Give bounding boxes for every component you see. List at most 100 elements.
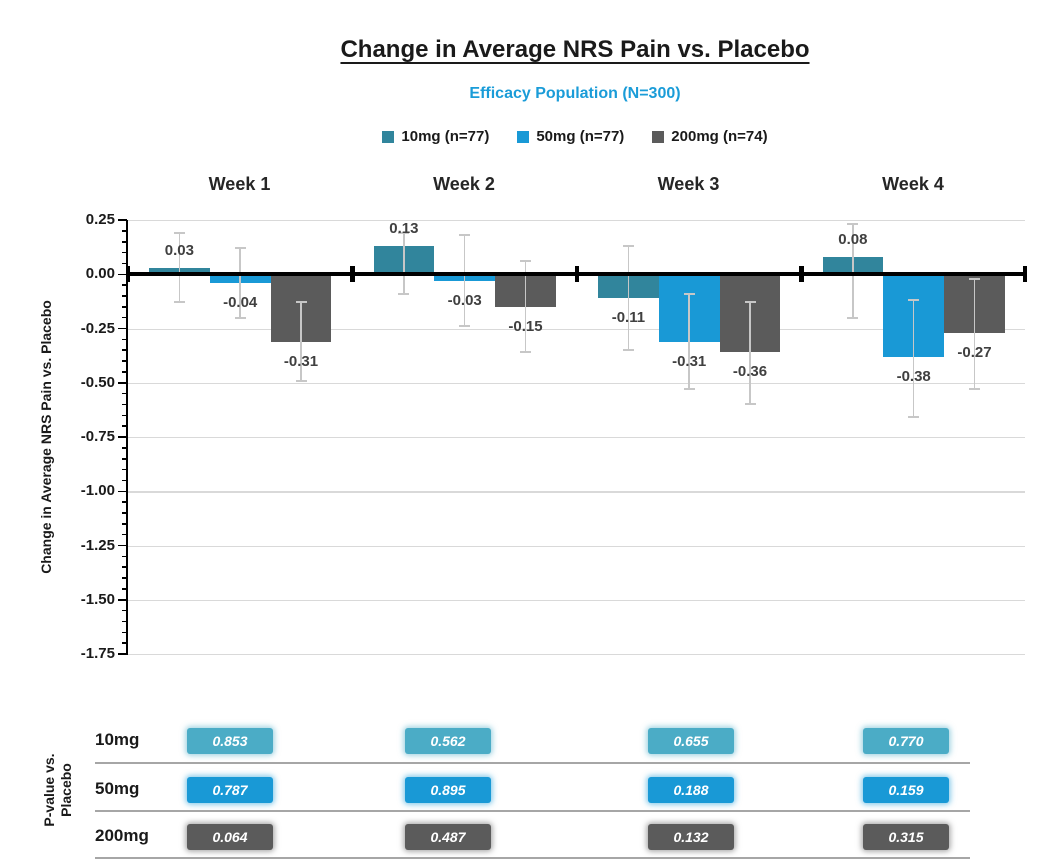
y-axis-major-tick xyxy=(118,436,127,438)
bar-value-label: -0.38 xyxy=(896,367,931,385)
gridline xyxy=(127,545,1025,547)
legend-item-200mg: 200mg (n=74) xyxy=(652,128,768,145)
error-bar-cap xyxy=(847,316,859,319)
gridline xyxy=(127,599,1025,602)
error-bar-cap xyxy=(744,403,756,406)
pvalue-cell-50mg-week-1: 0.787 xyxy=(187,777,273,803)
y-axis-major-tick xyxy=(118,327,127,330)
y-axis-minor-tick xyxy=(122,360,127,362)
legend-label: 200mg (n=74) xyxy=(671,128,768,145)
y-axis-minor-tick xyxy=(122,512,127,514)
y-axis-minor-tick xyxy=(122,403,127,406)
y-axis-major-tick xyxy=(118,653,127,655)
bar-value-label: 0.03 xyxy=(164,241,194,259)
y-axis-minor-tick xyxy=(122,642,127,644)
y-axis-major-tick xyxy=(118,599,127,601)
pvalue-cell-200mg-week-1: 0.064 xyxy=(187,824,273,850)
y-axis-tick-label: -1.00 xyxy=(80,482,115,500)
bar-value-label: -0.03 xyxy=(447,291,482,309)
bar-value-label: -0.27 xyxy=(957,343,992,361)
y-axis-major-tick xyxy=(118,273,127,276)
y-axis-minor-tick xyxy=(122,392,127,395)
y-axis-minor-tick xyxy=(122,588,127,590)
y-axis-minor-tick xyxy=(122,371,127,373)
y-axis-minor-tick xyxy=(122,609,127,612)
y-axis-minor-tick xyxy=(122,295,127,297)
y-axis-tick-label: -0.25 xyxy=(80,319,115,337)
y-axis-tick-label: -0.75 xyxy=(80,428,115,445)
error-bar-cap xyxy=(398,232,410,235)
pvalue-row-label: 200mg xyxy=(95,826,149,845)
error-bar-cap xyxy=(622,245,634,248)
gridline xyxy=(127,220,1025,222)
table-separator-line xyxy=(95,810,970,812)
pvalue-row-label: 10mg xyxy=(95,730,140,749)
pvalue-cell-10mg-week-3: 0.655 xyxy=(648,728,734,754)
error-bar-cap xyxy=(683,292,695,295)
error-bar-line xyxy=(627,246,630,351)
error-bar-cap xyxy=(398,292,410,295)
error-bar-cap xyxy=(295,379,307,382)
y-axis-minor-tick xyxy=(122,468,127,471)
bar-value-label: 0.13 xyxy=(389,220,419,238)
pvalue-cell-10mg-week-1: 0.853 xyxy=(187,728,273,754)
legend-swatch-icon xyxy=(517,130,530,143)
pvalue-cell-10mg-week-2: 0.562 xyxy=(405,728,491,754)
table-separator-line xyxy=(95,762,970,764)
legend-swatch-icon xyxy=(382,130,395,143)
legend-swatch-icon xyxy=(652,130,665,143)
error-bar-cap xyxy=(520,260,531,263)
error-bar-line xyxy=(973,278,976,390)
error-bar-line xyxy=(524,261,527,353)
chart-subtitle: Efficacy Population (N=300) xyxy=(469,85,681,102)
error-bar-cap xyxy=(683,388,695,391)
pvalue-cell-10mg-week-4: 0.770 xyxy=(863,728,949,754)
y-axis-minor-tick xyxy=(122,447,127,449)
gridline xyxy=(127,328,1025,330)
legend-item-50mg: 50mg (n=77) xyxy=(517,128,624,145)
error-bar-cap xyxy=(622,349,634,352)
pvalue-cell-200mg-week-3: 0.132 xyxy=(648,824,734,850)
error-bar-line xyxy=(749,302,751,405)
error-bar-line xyxy=(239,248,241,318)
error-bar-line xyxy=(852,224,854,318)
x-axis-tick xyxy=(799,266,804,283)
error-bar-cap xyxy=(459,234,471,237)
y-axis-line xyxy=(126,220,128,655)
y-axis-minor-tick xyxy=(122,555,127,558)
pvalue-cell-50mg-week-4: 0.159 xyxy=(863,777,949,803)
legend-label: 10mg (n=77) xyxy=(401,128,490,145)
y-axis-minor-tick xyxy=(122,631,127,634)
y-axis-minor-tick xyxy=(122,230,127,232)
y-axis-tick-label: -0.50 xyxy=(80,373,115,391)
y-axis-tick-label: -1.75 xyxy=(80,645,115,662)
error-bar-cap xyxy=(908,416,920,419)
pvalue-cell-50mg-week-3: 0.188 xyxy=(648,777,734,803)
y-axis-minor-tick xyxy=(122,338,127,341)
y-axis-major-tick xyxy=(118,490,127,493)
x-axis-tick xyxy=(350,266,355,283)
error-bar-cap xyxy=(520,351,531,354)
y-axis-minor-tick xyxy=(122,501,127,503)
bar-value-label: -0.31 xyxy=(283,352,319,370)
error-bar-cap xyxy=(234,247,246,250)
y-axis-tick-label: 0.25 xyxy=(85,211,115,228)
error-bar-cap xyxy=(295,301,307,304)
error-bar-cap xyxy=(173,232,185,235)
y-axis-minor-tick xyxy=(122,566,127,569)
gridline xyxy=(127,491,1025,493)
y-axis-minor-tick xyxy=(122,533,127,536)
error-bar-cap xyxy=(173,301,185,304)
bar-value-label: -0.11 xyxy=(611,309,646,327)
bar-value-label: -0.36 xyxy=(732,363,768,381)
week-label: Week 2 xyxy=(433,174,495,194)
y-axis-minor-tick xyxy=(122,414,127,417)
pvalue-cell-200mg-week-2: 0.487 xyxy=(405,824,491,850)
y-axis-title: Change in Average NRS Pain vs. Placebo xyxy=(38,300,54,574)
y-axis-major-tick xyxy=(118,219,127,221)
error-bar-cap xyxy=(908,299,920,302)
gridline xyxy=(127,382,1025,385)
bar-value-label: 0.08 xyxy=(838,230,868,248)
week-label: Week 4 xyxy=(882,174,944,194)
